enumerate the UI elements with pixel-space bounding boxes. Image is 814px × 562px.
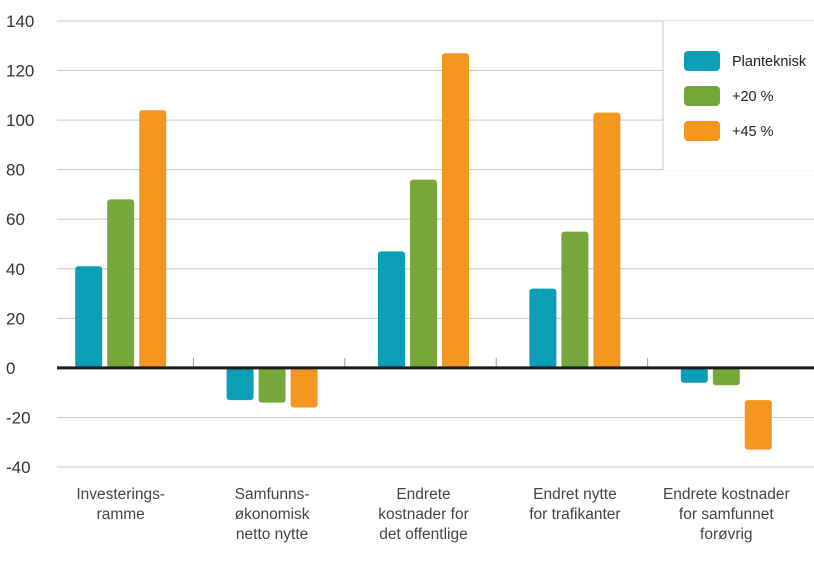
y-tick-label: 120 bbox=[6, 62, 34, 81]
x-category-label: Endrete kostnader for det offentlige bbox=[378, 486, 468, 543]
bar bbox=[744, 400, 772, 450]
bar bbox=[410, 179, 437, 368]
bar bbox=[226, 367, 254, 401]
bar bbox=[712, 367, 740, 386]
x-category-label: Samfunns-økonomisk netto nytte bbox=[235, 486, 310, 543]
x-category-label: Endrete kostnader for samfunnet forøvrig bbox=[663, 486, 790, 543]
legend-swatch bbox=[684, 121, 720, 141]
legend-label: +20 % bbox=[732, 89, 774, 105]
legend-label: Planteknisk bbox=[732, 54, 807, 70]
x-category-label: Endret nytte for trafikanter bbox=[529, 486, 620, 523]
y-tick-label: 100 bbox=[6, 111, 34, 130]
legend: Planteknisk +20 % +45 % bbox=[662, 21, 814, 170]
bar bbox=[561, 231, 589, 368]
legend-swatch bbox=[684, 51, 720, 71]
y-tick-label: 60 bbox=[6, 210, 25, 229]
legend-box: Planteknisk +20 % +45 % bbox=[662, 21, 814, 170]
y-tick-label: 140 bbox=[6, 12, 34, 31]
y-tick-label: 40 bbox=[6, 260, 25, 279]
legend-item: Planteknisk bbox=[684, 51, 807, 71]
y-tick-label: 80 bbox=[6, 161, 25, 180]
bar bbox=[139, 110, 167, 368]
bar bbox=[378, 251, 405, 368]
y-tick-label: -40 bbox=[6, 458, 31, 477]
y-tick-label: 20 bbox=[6, 309, 25, 328]
bar bbox=[75, 266, 103, 368]
bars bbox=[75, 53, 772, 450]
bar bbox=[290, 367, 318, 408]
legend-label: +45 % bbox=[732, 124, 774, 140]
legend-swatch bbox=[684, 86, 720, 106]
bar bbox=[258, 367, 286, 403]
bar bbox=[107, 199, 135, 368]
category-separators bbox=[192, 357, 649, 368]
bar bbox=[680, 367, 708, 383]
y-tick-label: 0 bbox=[6, 359, 15, 378]
bar bbox=[593, 112, 621, 368]
x-category-label: Investerings-ramme bbox=[76, 486, 165, 523]
y-tick-label: -20 bbox=[6, 408, 31, 427]
y-axis-ticks: -40 -20 0 20 40 60 80 100 120 140 bbox=[6, 12, 34, 477]
legend-item: +20 % bbox=[684, 86, 774, 106]
bar bbox=[442, 53, 469, 368]
x-axis-categories: Investerings-ramme Samfunns-økonomisk nett… bbox=[76, 486, 789, 543]
legend-item: +45 % bbox=[684, 121, 774, 141]
bar bbox=[529, 288, 557, 368]
